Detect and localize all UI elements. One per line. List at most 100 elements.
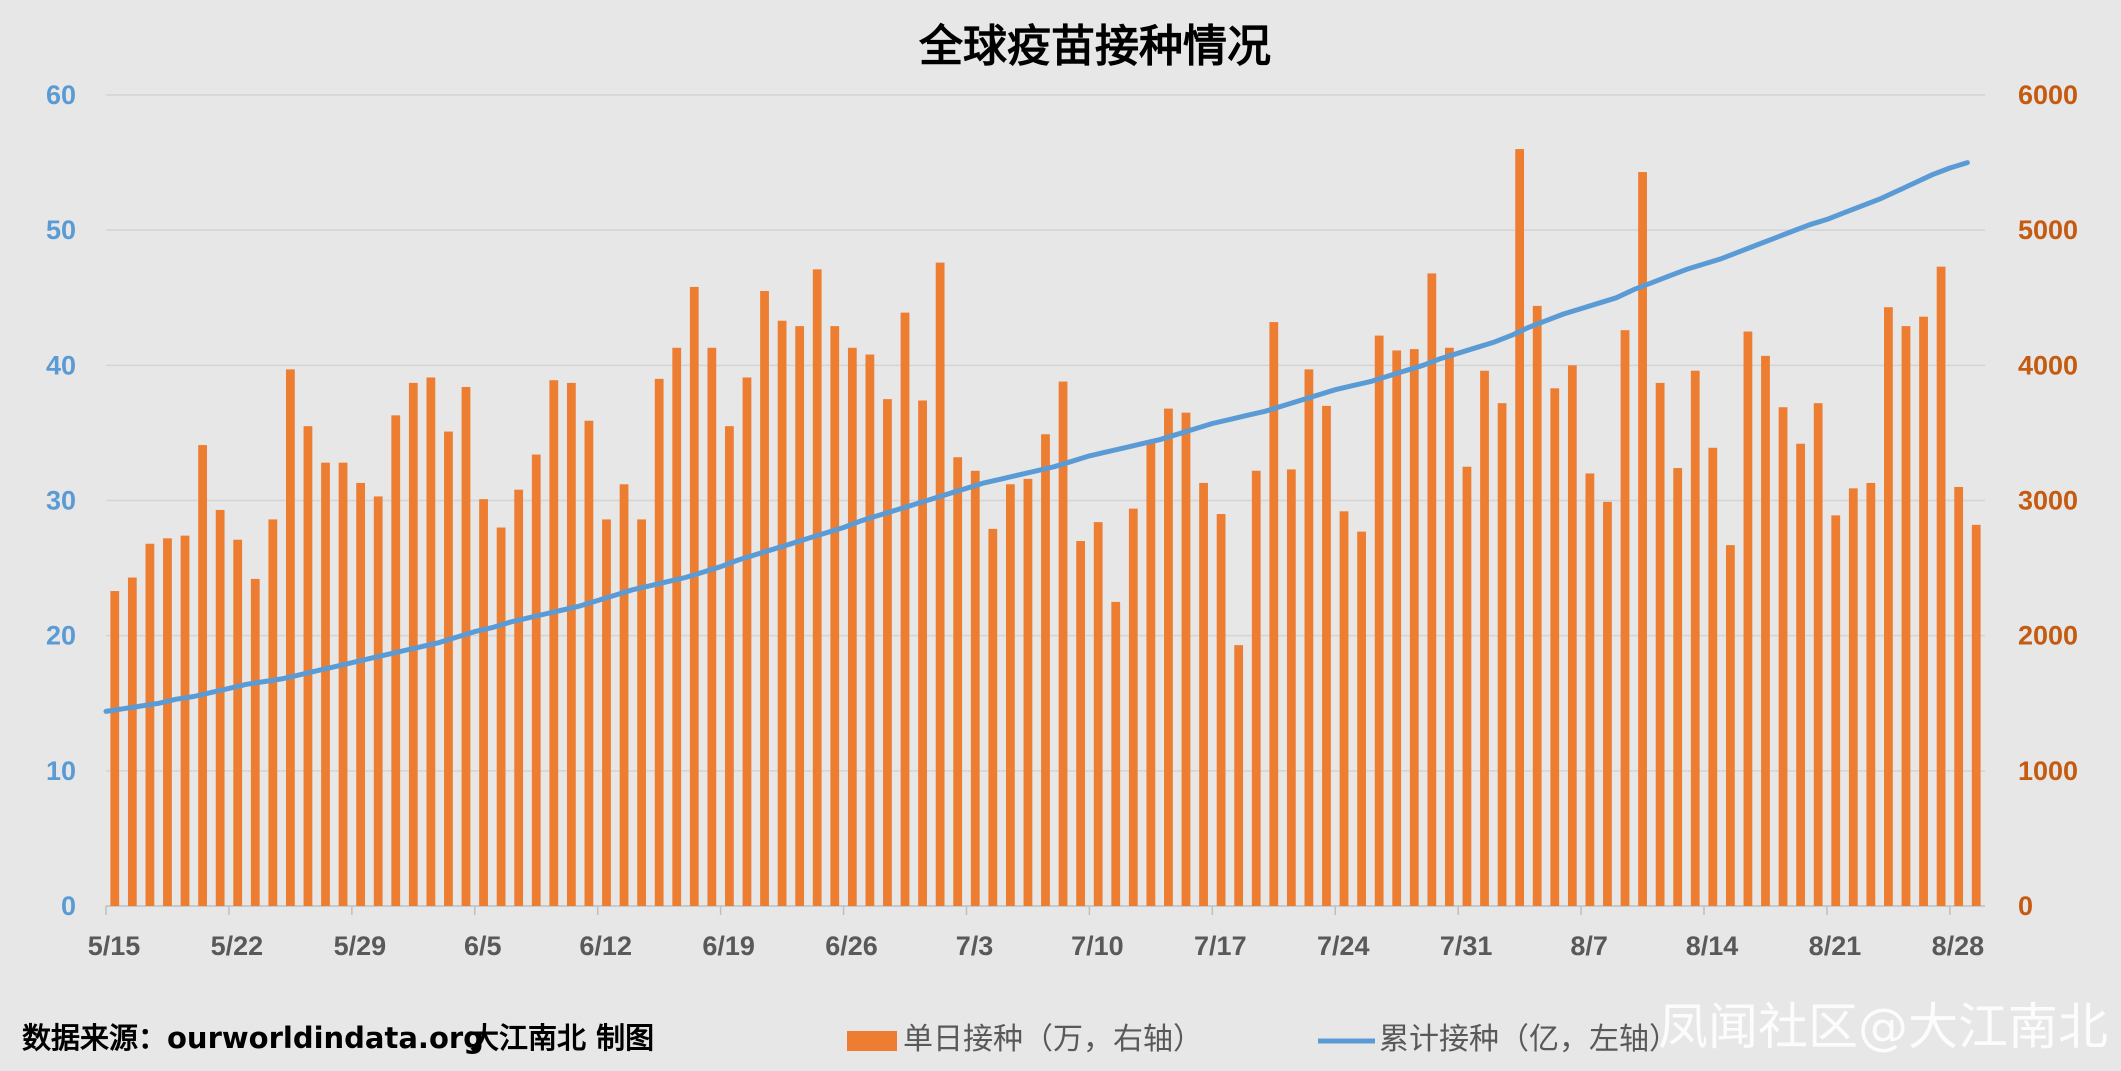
- bar-daily: [1620, 330, 1630, 906]
- bar-daily: [1638, 172, 1647, 907]
- bar-daily: [1164, 408, 1173, 906]
- left-tick-label: 60: [46, 80, 76, 110]
- source-note: 数据来源：ourworldindata.org: [22, 1021, 484, 1055]
- bar-daily: [461, 386, 471, 907]
- bar-daily: [321, 462, 330, 906]
- bar-daily: [1357, 531, 1366, 906]
- bar-daily: [1216, 514, 1226, 906]
- watermark: 凤闻社区@大江南北: [1658, 998, 2108, 1056]
- x-tick-label: 5/15: [88, 931, 141, 961]
- bar-daily: [1497, 403, 1507, 906]
- bar-daily: [1023, 478, 1033, 906]
- bar-daily: [1076, 541, 1086, 906]
- bar-daily: [1374, 335, 1384, 906]
- bar-daily: [1304, 369, 1314, 907]
- left-tick-label: 10: [46, 756, 76, 786]
- bar-daily: [303, 426, 313, 906]
- bar-daily: [1427, 273, 1437, 906]
- bar-daily: [1322, 405, 1331, 906]
- bar-daily: [338, 462, 348, 906]
- bar-daily: [988, 528, 998, 906]
- bar-daily: [1866, 482, 1876, 906]
- bar-daily: [795, 326, 805, 906]
- bar-daily: [250, 578, 260, 906]
- bar-daily: [233, 539, 243, 906]
- right-tick-label: 3000: [2018, 486, 2078, 516]
- bar-daily: [1813, 403, 1823, 906]
- bar-daily: [549, 380, 559, 906]
- bar-daily: [479, 499, 488, 906]
- legend-bar-swatch: [847, 1031, 897, 1051]
- left-axis-ticks: 0 10 20 30 40 50 60: [46, 80, 76, 921]
- bar-daily: [672, 347, 682, 906]
- bar-daily: [1515, 149, 1525, 907]
- bar-daily: [1409, 349, 1419, 906]
- x-tick-label: 8/28: [1932, 931, 1985, 961]
- bar-daily: [584, 420, 594, 906]
- right-tick-label: 2000: [2018, 621, 2078, 651]
- bar-daily: [1673, 468, 1683, 906]
- x-tick-label: 7/24: [1317, 931, 1370, 961]
- bar-daily: [1901, 326, 1911, 906]
- bar-daily: [918, 400, 927, 906]
- bar-daily: [1567, 365, 1577, 906]
- bar-daily: [760, 290, 769, 906]
- bar-daily: [1954, 486, 1964, 906]
- right-tick-label: 0: [2018, 891, 2033, 921]
- right-tick-label: 1000: [2018, 756, 2078, 786]
- bar-daily: [847, 347, 857, 906]
- right-tick-label: 5000: [2018, 215, 2078, 245]
- bar-series-daily: [110, 149, 1981, 907]
- bar-daily: [1778, 407, 1788, 906]
- bar-daily: [689, 286, 699, 907]
- bar-daily: [953, 457, 963, 906]
- bar-daily: [566, 382, 576, 906]
- bar-daily: [1286, 469, 1296, 906]
- bar-daily: [1708, 447, 1718, 906]
- bar-daily: [1234, 645, 1244, 906]
- bar-daily: [163, 538, 172, 906]
- x-tick-label: 6/26: [825, 931, 878, 961]
- bar-daily: [1251, 470, 1261, 906]
- bar-daily: [1058, 381, 1068, 906]
- right-axis-ticks: 0 1000 2000 3000 4000 5000 6000: [2018, 80, 2078, 921]
- bar-daily: [900, 312, 910, 906]
- credit-note: 大江南北 制图: [470, 1021, 654, 1055]
- bar-daily: [1585, 473, 1595, 906]
- bar-daily: [725, 426, 734, 906]
- bar-daily: [127, 577, 137, 906]
- bar-daily: [1550, 388, 1560, 907]
- x-tick-label: 5/29: [334, 931, 387, 961]
- bar-daily: [145, 543, 155, 906]
- bar-daily: [1480, 370, 1489, 906]
- bar-daily: [935, 262, 945, 906]
- bar-daily: [1603, 501, 1612, 906]
- bar-daily: [1111, 601, 1121, 906]
- bar-daily: [1005, 484, 1015, 906]
- bar-daily: [1884, 307, 1893, 906]
- bar-daily: [970, 470, 980, 906]
- bar-daily: [198, 445, 207, 906]
- bar-daily: [1919, 316, 1928, 906]
- x-tick-label: 6/12: [579, 931, 632, 961]
- bar-daily: [637, 519, 646, 906]
- bar-daily: [1936, 266, 1946, 907]
- x-tick-label: 8/7: [1570, 931, 1608, 961]
- legend-line-label: 累计接种（亿，左轴）: [1379, 1022, 1679, 1057]
- bar-daily: [619, 484, 629, 906]
- line-cumulative: [103, 160, 1970, 714]
- bar-daily: [373, 496, 383, 906]
- bar-daily: [1392, 350, 1402, 907]
- bar-daily: [531, 454, 541, 906]
- bar-daily: [215, 509, 225, 906]
- x-tick-label: 7/3: [956, 931, 994, 961]
- bar-daily: [1445, 347, 1454, 906]
- left-tick-label: 30: [46, 486, 76, 516]
- left-tick-label: 50: [46, 215, 76, 245]
- bar-daily: [496, 527, 506, 906]
- bar-daily: [1128, 508, 1138, 906]
- x-tick-label: 8/14: [1686, 931, 1739, 961]
- bar-daily: [356, 482, 366, 906]
- right-tick-label: 4000: [2018, 350, 2078, 380]
- bar-daily: [180, 535, 190, 906]
